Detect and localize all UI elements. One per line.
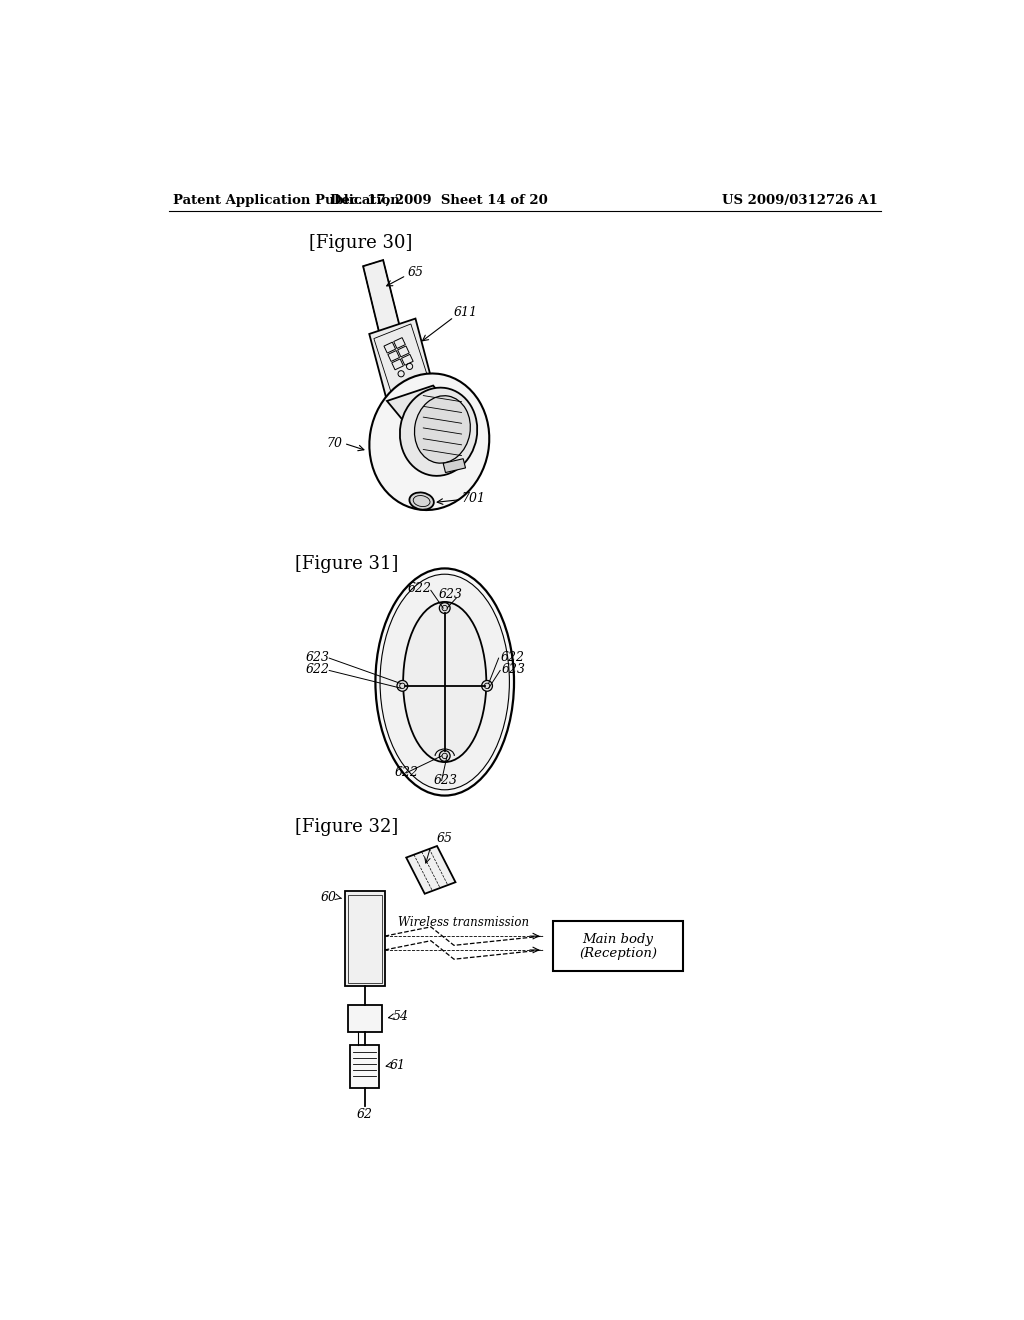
Circle shape xyxy=(397,681,408,692)
Text: Main body: Main body xyxy=(583,933,653,946)
Text: [Figure 30]: [Figure 30] xyxy=(309,234,413,252)
Text: 65: 65 xyxy=(408,265,424,279)
Text: 622: 622 xyxy=(394,767,419,779)
Bar xyxy=(348,1006,382,1032)
Text: 701: 701 xyxy=(462,492,485,506)
Bar xyxy=(350,1045,379,1088)
Text: (Reception): (Reception) xyxy=(579,946,657,960)
Ellipse shape xyxy=(403,602,486,762)
Bar xyxy=(345,891,385,986)
Ellipse shape xyxy=(376,569,514,796)
Ellipse shape xyxy=(370,374,489,510)
Text: 54: 54 xyxy=(392,1010,409,1023)
Polygon shape xyxy=(407,846,456,894)
Ellipse shape xyxy=(410,492,434,510)
Polygon shape xyxy=(364,260,401,339)
Text: 62: 62 xyxy=(356,1109,373,1121)
Text: 611: 611 xyxy=(454,306,478,319)
Text: 61: 61 xyxy=(389,1059,406,1072)
Text: 623: 623 xyxy=(306,651,330,664)
Text: 623: 623 xyxy=(502,663,525,676)
Text: Patent Application Publication: Patent Application Publication xyxy=(173,194,399,207)
Text: 623: 623 xyxy=(439,589,463,602)
Text: [Figure 32]: [Figure 32] xyxy=(295,818,398,836)
Text: 70: 70 xyxy=(327,437,342,450)
Text: US 2009/0312726 A1: US 2009/0312726 A1 xyxy=(722,194,878,207)
Bar xyxy=(348,895,382,983)
Text: 622: 622 xyxy=(409,582,432,594)
Text: Wireless transmission: Wireless transmission xyxy=(397,916,528,929)
Ellipse shape xyxy=(400,388,477,477)
Circle shape xyxy=(439,603,451,614)
Polygon shape xyxy=(443,459,466,473)
Ellipse shape xyxy=(415,396,470,463)
Circle shape xyxy=(439,751,451,762)
Text: Dec. 17, 2009  Sheet 14 of 20: Dec. 17, 2009 Sheet 14 of 20 xyxy=(330,194,548,207)
Text: [Figure 31]: [Figure 31] xyxy=(295,556,398,573)
Text: 622: 622 xyxy=(306,663,330,676)
Ellipse shape xyxy=(380,574,509,789)
Text: 60: 60 xyxy=(321,891,337,904)
Polygon shape xyxy=(387,385,447,418)
Text: 65: 65 xyxy=(437,832,453,845)
Text: 622: 622 xyxy=(500,651,524,664)
Polygon shape xyxy=(370,318,433,401)
Text: 623: 623 xyxy=(433,774,457,787)
Circle shape xyxy=(481,681,493,692)
Bar xyxy=(553,921,683,970)
